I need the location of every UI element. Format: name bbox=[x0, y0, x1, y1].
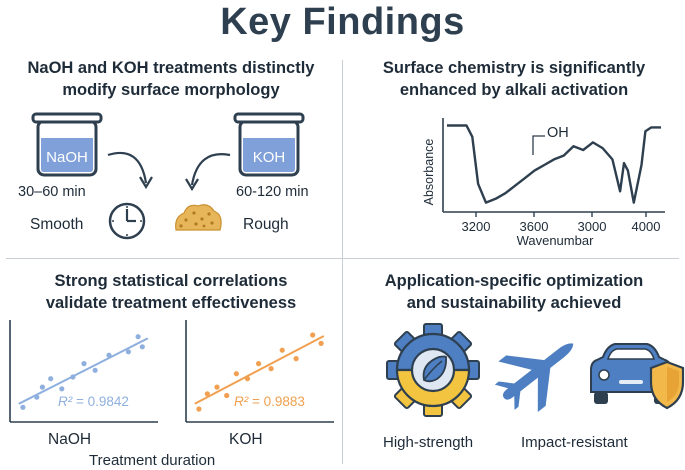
time-naoh: 30–60 min bbox=[18, 184, 86, 200]
data-point bbox=[135, 334, 141, 340]
data-point bbox=[256, 361, 262, 367]
ftir-chart: Absorbance OH 3200 3600 3000 4000 Wavenumba… bbox=[422, 118, 665, 248]
data-point bbox=[204, 391, 210, 397]
data-point bbox=[244, 376, 251, 382]
data-point bbox=[92, 367, 98, 373]
koh-axis-label: KOH bbox=[229, 431, 263, 448]
x-axis-label: Wavenumbar bbox=[517, 233, 594, 248]
airplane-icon bbox=[494, 343, 574, 412]
data-point bbox=[310, 332, 316, 338]
x-tick-label: 4000 bbox=[632, 219, 661, 234]
r-squared-annotation: R² = 0.9842 bbox=[58, 394, 129, 409]
vertical-divider bbox=[342, 60, 343, 464]
x-tick-label: 3200 bbox=[462, 219, 491, 234]
koh-beaker bbox=[233, 112, 305, 177]
koh-beaker-label: KOH bbox=[253, 149, 286, 166]
x-tick-label: 3600 bbox=[520, 219, 549, 234]
arrow-right-icon bbox=[185, 153, 231, 192]
data-point bbox=[268, 366, 274, 372]
horizontal-divider bbox=[6, 258, 679, 259]
y-axis-label: Absorbance bbox=[422, 139, 436, 206]
x-tick-label: 3000 bbox=[578, 219, 607, 234]
rough-powder-icon bbox=[175, 204, 222, 231]
data-point bbox=[293, 356, 299, 362]
q2-heading: Surface chemistry is significantly enhan… bbox=[382, 59, 646, 99]
naoh-beaker bbox=[31, 112, 103, 177]
data-point bbox=[81, 361, 87, 367]
q1-illustration: NaOH KOH bbox=[31, 112, 305, 240]
result-rough: Rough bbox=[243, 216, 289, 233]
shield-icon bbox=[649, 360, 685, 410]
data-point bbox=[214, 384, 220, 390]
trend-line bbox=[18, 337, 149, 405]
impact-resistant-label: Impact-resistant bbox=[521, 434, 628, 451]
q3-heading: Strong statistical correlations validate… bbox=[45, 272, 297, 312]
data-point bbox=[48, 376, 54, 382]
time-koh: 60-120 min bbox=[236, 184, 309, 200]
data-point bbox=[59, 386, 65, 392]
spectrum-line bbox=[447, 124, 661, 204]
data-point bbox=[279, 347, 285, 353]
trend-line bbox=[194, 335, 325, 405]
data-point bbox=[318, 340, 324, 346]
q4-heading: Application-specific optimization and su… bbox=[384, 272, 644, 312]
data-point bbox=[106, 352, 112, 358]
high-strength-label: High-strength bbox=[383, 434, 474, 451]
q1-heading: NaOH and KOH treatments distinctly modif… bbox=[27, 59, 315, 99]
data-point bbox=[70, 374, 76, 380]
treatment-duration-label: Treatment duration bbox=[89, 452, 216, 469]
naoh-axis-label: NaOH bbox=[48, 431, 92, 448]
peak-marker bbox=[532, 135, 545, 155]
q4-illustration bbox=[386, 323, 685, 417]
clock-icon bbox=[108, 202, 146, 240]
r-squared-annotation: R² = 0.9883 bbox=[234, 394, 305, 409]
data-point bbox=[139, 344, 145, 350]
data-point bbox=[39, 384, 46, 390]
data-point bbox=[233, 371, 239, 377]
arrow-left-icon bbox=[107, 151, 153, 190]
data-point bbox=[125, 349, 131, 355]
gear-leaf-icon bbox=[386, 323, 480, 417]
data-point bbox=[196, 406, 202, 412]
page-title: Key Findings bbox=[220, 1, 465, 43]
koh-scatter-chart: R² = 0.9883 bbox=[185, 320, 334, 423]
data-point bbox=[224, 392, 230, 399]
naoh-beaker-label: NaOH bbox=[46, 149, 88, 166]
data-point bbox=[20, 404, 26, 410]
naoh-scatter-chart: R² = 0.9842 bbox=[9, 320, 158, 423]
peak-label: OH bbox=[547, 125, 569, 141]
data-point bbox=[34, 394, 40, 400]
result-smooth: Smooth bbox=[30, 216, 84, 233]
